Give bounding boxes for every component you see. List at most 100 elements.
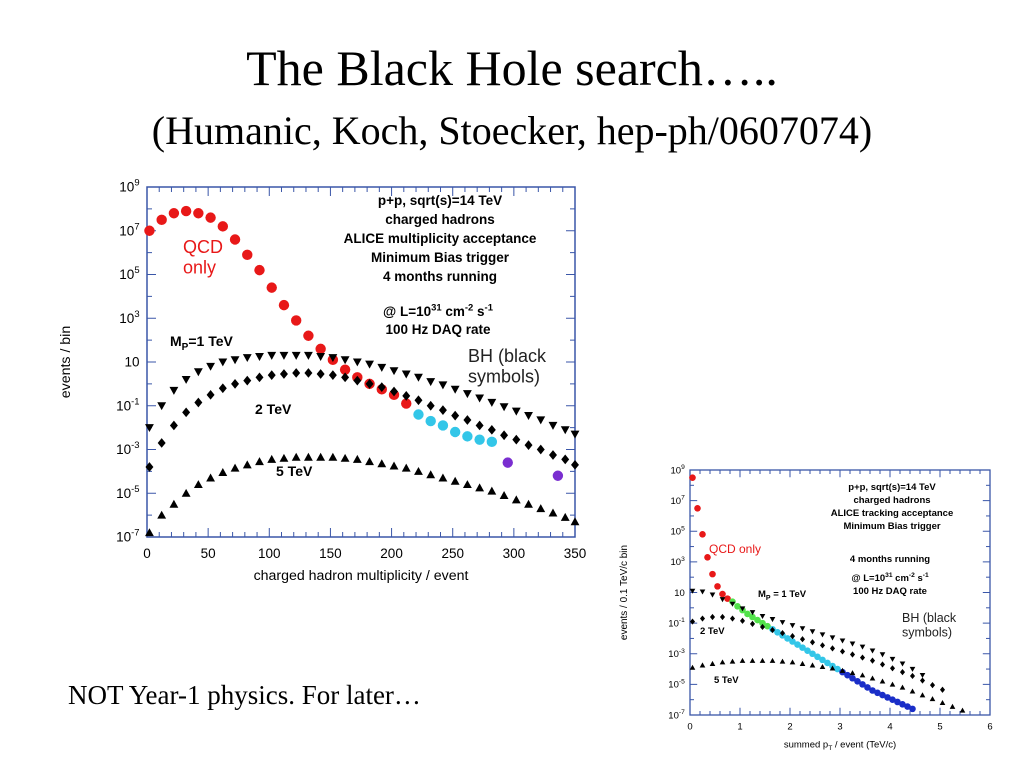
data-point-triangle-up	[401, 463, 411, 472]
qcd-only-label-2: only	[183, 258, 216, 278]
x-axis-title: summed pT / event (TeV/c)	[784, 739, 896, 752]
data-point-triangle-down	[462, 390, 472, 399]
data-point-triangle-down	[169, 386, 179, 395]
data-point-triangle-down	[352, 358, 362, 367]
x-tick-label: 2	[787, 722, 792, 733]
data-point-triangle-up	[181, 488, 191, 497]
x-tick-label: 0	[143, 546, 151, 561]
y-tick-label: 10	[674, 588, 685, 599]
y-tick-label: 10	[125, 355, 140, 370]
data-point-diamond	[390, 386, 398, 397]
data-point-triangle-down	[279, 351, 289, 360]
data-point-circle	[486, 436, 498, 448]
info-line-4: Minimum Bias trigger	[371, 250, 510, 265]
data-point-triangle-up	[475, 483, 485, 492]
data-point-diamond	[929, 682, 936, 689]
data-point-circle	[734, 602, 741, 610]
data-point-circle	[824, 659, 831, 667]
x-tick-label: 200	[380, 546, 403, 561]
y-tick-label: 105	[119, 265, 139, 282]
data-point-diamond	[819, 642, 826, 649]
data-point-triangle-down	[255, 352, 264, 361]
data-point-diamond	[487, 424, 496, 435]
data-point-diamond	[759, 623, 766, 631]
x-axis-title: charged hadron multiplicity / event	[254, 568, 469, 584]
data-point-circle	[754, 616, 761, 624]
data-point-triangle-down	[869, 648, 876, 654]
data-point-circle	[874, 689, 881, 697]
data-point-circle	[339, 364, 351, 375]
data-point-circle	[719, 590, 726, 598]
y-tick-label: 107	[670, 495, 685, 507]
data-point-triangle-down	[709, 592, 716, 598]
data-point-triangle-up	[414, 466, 423, 475]
data-point-circle	[844, 671, 851, 679]
data-point-circle	[749, 613, 756, 621]
data-point-triangle-down	[749, 610, 756, 616]
data-point-diamond	[255, 372, 264, 383]
data-point-circle	[869, 687, 876, 694]
data-point-diamond	[809, 639, 816, 646]
data-point-diamond	[689, 618, 696, 625]
y-tick-label: 10-1	[668, 617, 685, 629]
luminosity-label: @ L=1031 cm-2 s-1	[851, 572, 929, 584]
info-line-4: Minimum Bias trigger	[843, 521, 940, 532]
data-point-triangle-down	[849, 641, 856, 647]
data-point-triangle-up	[799, 660, 806, 666]
data-point-circle	[193, 208, 204, 219]
data-point-diamond	[571, 459, 579, 470]
data-point-circle	[229, 234, 241, 245]
data-point-triangle-up	[769, 657, 776, 663]
data-point-triangle-down	[303, 351, 313, 360]
data-point-circle	[819, 656, 826, 664]
data-point-triangle-up	[487, 486, 497, 495]
data-point-diamond	[353, 375, 362, 386]
data-point-diamond	[859, 654, 866, 661]
data-point-triangle-up	[450, 476, 460, 485]
data-point-triangle-up	[230, 463, 240, 472]
data-point-triangle-down	[365, 360, 374, 369]
data-point-triangle-up	[169, 499, 179, 508]
info-line-2: charged hadrons	[385, 212, 495, 227]
data-point-circle	[437, 420, 449, 431]
data-point-circle	[909, 705, 916, 713]
y-tick-label: 10-3	[116, 440, 139, 457]
y-tick-label: 10-1	[116, 396, 139, 413]
data-point-triangle-up	[560, 512, 570, 521]
data-point-circle	[794, 641, 801, 648]
data-point-diamond	[699, 615, 706, 622]
data-point-triangle-up	[759, 657, 766, 663]
x-tick-label: 350	[564, 546, 587, 561]
data-point-triangle-up	[218, 468, 228, 477]
x-tick-label: 100	[258, 546, 281, 561]
data-point-circle	[714, 583, 721, 590]
y-tick-label: 10-7	[668, 709, 685, 721]
data-point-circle	[889, 696, 896, 703]
data-point-diamond	[279, 369, 288, 379]
data-point-triangle-up	[206, 473, 216, 482]
info-line-3: ALICE multiplicity acceptance	[344, 231, 537, 246]
data-point-triangle-down	[859, 644, 866, 650]
data-point-triangle-up	[255, 457, 264, 466]
data-point-diamond	[719, 613, 726, 621]
qcd-only-label: QCD only	[709, 542, 761, 556]
slide-title: The Black Hole search…..	[246, 40, 778, 96]
data-point-diamond	[779, 629, 786, 637]
data-point-triangle-down	[759, 613, 766, 620]
data-point-triangle-up	[939, 699, 946, 705]
data-point-triangle-down	[879, 652, 886, 658]
data-point-circle	[864, 684, 871, 691]
data-point-diamond	[869, 657, 876, 664]
data-point-diamond	[365, 379, 374, 389]
data-point-triangle-up	[919, 692, 926, 698]
data-point-circle	[744, 610, 751, 618]
data-point-diamond	[304, 368, 313, 378]
data-point-triangle-down	[729, 601, 736, 607]
data-point-triangle-up	[193, 480, 203, 489]
data-point-diamond	[402, 391, 411, 401]
data-point-circle	[474, 434, 485, 445]
data-point-triangle-up	[303, 452, 313, 461]
data-point-triangle-up	[929, 696, 936, 702]
data-point-triangle-up	[879, 678, 886, 684]
x-tick-label: 1	[737, 722, 742, 733]
